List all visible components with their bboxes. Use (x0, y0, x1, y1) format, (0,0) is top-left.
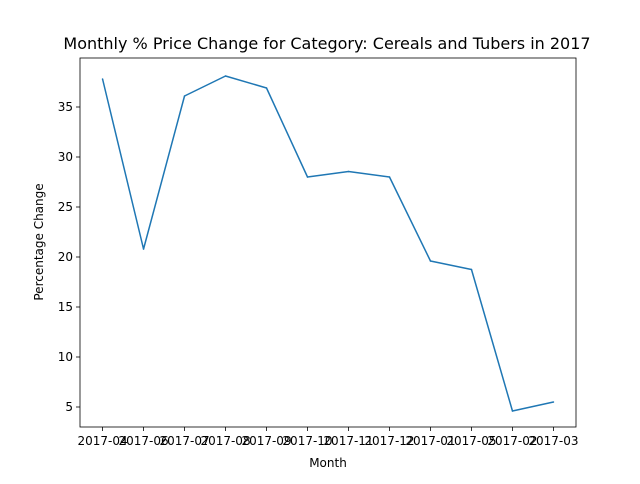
data-point (429, 260, 432, 262)
x-axis: 2017-042017-062017-072017-082017-092017-… (77, 427, 579, 448)
series-line (101, 75, 554, 412)
y-tick-label: 5 (65, 400, 73, 414)
y-tick-label: 20 (58, 250, 73, 264)
x-tick-label: 2017-05 (446, 434, 496, 448)
x-tick-label: 2017-08 (200, 434, 250, 448)
x-tick-label: 2017-04 (77, 434, 127, 448)
data-point (265, 87, 268, 89)
x-tick-label: 2017-10 (282, 434, 332, 448)
data-point (101, 78, 104, 80)
y-tick-label: 15 (58, 300, 73, 314)
y-tick-label: 30 (58, 150, 73, 164)
data-point (224, 75, 227, 77)
x-tick-label: 2017-12 (364, 434, 414, 448)
data-point (511, 410, 514, 412)
data-point (347, 170, 350, 173)
data-point (552, 401, 555, 403)
y-tick-label: 10 (58, 350, 73, 364)
chart-title: Monthly % Price Change for Category: Cer… (63, 34, 590, 53)
x-axis-label: Month (309, 456, 347, 470)
data-point (142, 248, 145, 250)
x-tick-label: 2017-03 (528, 434, 578, 448)
y-axis-label: Percentage Change (32, 183, 46, 300)
x-tick-label: 2017-01 (405, 434, 455, 448)
plot-area (79, 57, 577, 428)
x-tick-label: 2017-09 (241, 434, 291, 448)
y-tick-label: 25 (58, 200, 73, 214)
x-tick-label: 2017-07 (159, 434, 209, 448)
data-point (306, 176, 309, 178)
data-point (470, 268, 473, 271)
y-axis: 5 10 15 20 25 30 35 (58, 100, 80, 414)
data-point (388, 176, 391, 178)
x-tick-label: 2017-02 (487, 434, 537, 448)
x-tick-label: 2017-06 (118, 434, 168, 448)
x-tick-label: 2017-11 (323, 434, 373, 448)
data-point (183, 95, 186, 97)
y-tick-label: 35 (58, 100, 73, 114)
plot-frame (79, 57, 577, 428)
